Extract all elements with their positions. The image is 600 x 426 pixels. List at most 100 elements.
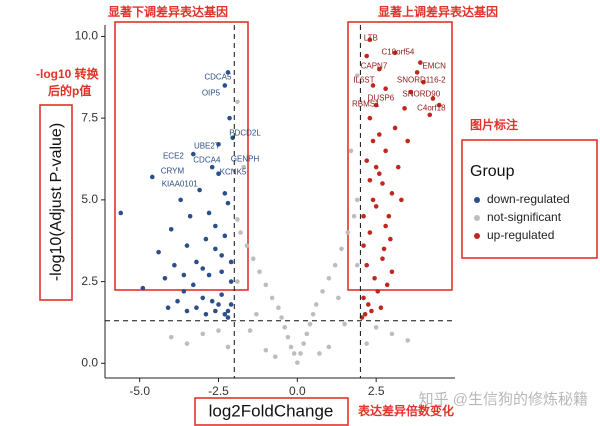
y-tick-label: 10.0 xyxy=(75,29,99,43)
point xyxy=(304,331,310,337)
point xyxy=(225,315,231,320)
point xyxy=(222,311,228,317)
point xyxy=(354,73,360,78)
point xyxy=(364,53,370,59)
annotation-box xyxy=(347,21,453,291)
point xyxy=(421,79,426,85)
point xyxy=(351,213,357,219)
point xyxy=(140,285,146,291)
point xyxy=(386,213,392,219)
point xyxy=(414,70,420,75)
x-axis-label: log2FoldChange xyxy=(209,401,334,420)
point xyxy=(364,341,370,346)
point xyxy=(354,262,360,268)
point xyxy=(298,351,303,356)
annotation: 显著上调差异表达基因 xyxy=(378,4,498,19)
point xyxy=(399,197,404,203)
gene-label: LTB xyxy=(364,34,378,43)
point xyxy=(364,262,370,268)
point xyxy=(361,213,366,219)
gene-label: KCNK5 xyxy=(220,168,247,177)
x-tick-label: 2.5 xyxy=(368,384,385,398)
point xyxy=(203,236,209,242)
point xyxy=(373,164,379,170)
point xyxy=(238,230,243,235)
annotation-box xyxy=(39,104,73,301)
point xyxy=(118,210,124,216)
point xyxy=(373,102,379,108)
point xyxy=(380,181,385,186)
point xyxy=(408,89,414,95)
point xyxy=(194,259,199,265)
point xyxy=(219,253,224,258)
point xyxy=(175,298,180,304)
point xyxy=(354,197,360,203)
point xyxy=(200,295,206,301)
point xyxy=(190,282,196,288)
point xyxy=(388,236,393,242)
y-tick-label: 2.5 xyxy=(81,274,98,288)
point xyxy=(362,311,368,317)
point xyxy=(295,360,300,365)
point xyxy=(377,171,382,177)
point xyxy=(197,187,202,193)
watermark: 知乎 @生信狗的修炼秘籍 xyxy=(419,391,588,408)
point xyxy=(165,305,171,311)
point xyxy=(168,334,174,340)
x-tick-label: -2.5 xyxy=(208,384,229,398)
point xyxy=(427,112,433,118)
point xyxy=(389,191,395,196)
point xyxy=(336,295,341,301)
point xyxy=(384,282,390,288)
gene-label: CDCA4 xyxy=(193,155,221,164)
legend-label: up-regulated xyxy=(487,228,554,242)
point xyxy=(225,344,231,350)
point xyxy=(194,305,199,311)
legend-label: down-regulated xyxy=(487,192,570,206)
point xyxy=(332,262,338,268)
point xyxy=(247,328,253,333)
point xyxy=(339,246,344,252)
point xyxy=(263,282,269,288)
point xyxy=(187,213,193,219)
y-axis-label: -log10(Adjust P-value) xyxy=(48,123,65,281)
point xyxy=(402,106,407,111)
point xyxy=(209,298,215,304)
point xyxy=(200,266,206,271)
point xyxy=(209,164,215,170)
point xyxy=(381,246,387,252)
gene-label: CRYM xyxy=(161,167,185,176)
point xyxy=(395,164,401,170)
point xyxy=(326,276,332,281)
point xyxy=(383,86,388,92)
point xyxy=(392,125,398,131)
point xyxy=(222,233,228,239)
point xyxy=(213,308,218,314)
point xyxy=(184,341,190,346)
annotation-box xyxy=(461,139,598,259)
point xyxy=(375,289,381,294)
gene-label: IL6ST xyxy=(353,76,374,85)
point xyxy=(372,276,377,281)
point xyxy=(383,148,388,154)
point xyxy=(380,256,385,261)
gene-label: C10orf54 xyxy=(381,48,414,57)
point xyxy=(172,262,177,268)
point xyxy=(219,269,224,275)
point xyxy=(235,217,240,222)
legend-label: not-significant xyxy=(487,210,562,224)
point xyxy=(149,174,155,180)
point xyxy=(430,96,436,101)
point xyxy=(162,276,168,281)
point xyxy=(282,325,288,330)
point xyxy=(235,279,240,284)
point xyxy=(225,70,231,75)
point xyxy=(178,197,183,203)
point xyxy=(184,308,190,314)
gene-label: C4orf18 xyxy=(417,103,446,112)
point xyxy=(269,295,275,301)
point xyxy=(373,204,379,209)
point xyxy=(181,272,187,278)
point xyxy=(250,256,256,261)
